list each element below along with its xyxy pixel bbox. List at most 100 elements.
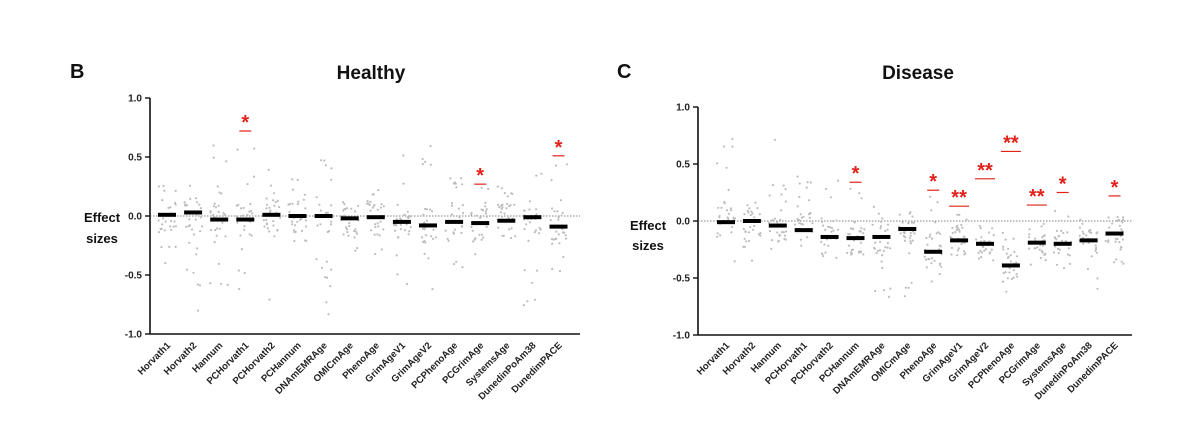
data-point bbox=[277, 205, 281, 209]
data-point bbox=[497, 203, 500, 206]
data-point bbox=[776, 231, 779, 234]
data-point bbox=[377, 225, 380, 228]
data-point bbox=[268, 206, 271, 209]
panel-letter: C bbox=[617, 61, 631, 83]
significance-label-pchorvath1: * bbox=[241, 112, 249, 134]
data-point bbox=[1121, 221, 1124, 224]
data-point bbox=[346, 207, 349, 210]
data-point bbox=[276, 199, 279, 202]
data-point bbox=[1090, 255, 1093, 258]
data-point bbox=[927, 257, 930, 261]
data-point bbox=[218, 227, 221, 230]
data-point bbox=[330, 223, 333, 226]
chart-title: Disease bbox=[882, 63, 954, 84]
data-point bbox=[537, 232, 541, 235]
data-point bbox=[799, 238, 803, 241]
data-point bbox=[754, 201, 757, 204]
median-bar-hannum bbox=[768, 223, 787, 228]
data-point bbox=[859, 250, 863, 254]
data-point bbox=[509, 204, 512, 207]
data-point bbox=[828, 226, 832, 229]
median-bar-systemsage bbox=[1053, 241, 1072, 246]
data-point bbox=[242, 206, 245, 210]
data-point bbox=[249, 209, 253, 213]
data-point bbox=[889, 287, 892, 290]
data-point bbox=[195, 197, 198, 200]
data-point bbox=[725, 166, 728, 169]
data-point bbox=[184, 203, 187, 206]
data-point bbox=[189, 197, 192, 200]
data-point bbox=[192, 233, 196, 236]
data-point bbox=[904, 286, 908, 289]
data-point bbox=[538, 226, 541, 230]
data-point bbox=[262, 219, 265, 222]
data-point bbox=[958, 228, 961, 231]
data-point bbox=[421, 163, 424, 166]
data-point bbox=[747, 231, 751, 234]
data-point bbox=[858, 192, 861, 195]
data-point bbox=[460, 177, 463, 180]
data-point bbox=[938, 232, 942, 235]
data-point bbox=[395, 254, 398, 257]
data-point bbox=[778, 233, 781, 236]
median-bar-phenoage bbox=[366, 215, 385, 220]
data-point bbox=[863, 228, 866, 231]
data-point bbox=[880, 220, 883, 223]
data-point bbox=[1058, 248, 1061, 251]
data-point bbox=[343, 202, 346, 206]
significance-label-systemsage: * bbox=[1059, 174, 1067, 196]
data-point bbox=[273, 204, 276, 207]
data-point bbox=[522, 304, 525, 307]
data-point bbox=[718, 214, 721, 217]
data-point bbox=[874, 289, 877, 292]
data-point bbox=[218, 191, 221, 194]
data-point bbox=[823, 243, 826, 246]
data-point bbox=[216, 185, 219, 188]
y-tick-label: 0.5 bbox=[676, 160, 690, 171]
data-point bbox=[212, 205, 215, 208]
data-point bbox=[727, 212, 731, 215]
data-point bbox=[1108, 226, 1111, 229]
data-point bbox=[965, 218, 968, 221]
data-point bbox=[455, 260, 458, 263]
data-point bbox=[291, 178, 294, 181]
data-point bbox=[901, 221, 904, 224]
data-point bbox=[991, 227, 994, 230]
data-point bbox=[723, 145, 726, 148]
data-point bbox=[382, 228, 385, 231]
data-point bbox=[729, 207, 733, 210]
data-point bbox=[750, 259, 754, 262]
data-point bbox=[429, 163, 432, 166]
data-point bbox=[961, 226, 964, 229]
data-point bbox=[241, 214, 244, 217]
data-point bbox=[924, 258, 928, 261]
data-point bbox=[746, 209, 749, 212]
data-point bbox=[980, 236, 983, 239]
y-tick-label: 0.0 bbox=[128, 212, 142, 223]
data-point bbox=[432, 228, 435, 231]
data-point bbox=[1054, 237, 1057, 240]
data-point bbox=[376, 222, 379, 225]
data-point bbox=[163, 229, 166, 232]
data-point bbox=[268, 230, 271, 233]
data-point bbox=[164, 220, 167, 223]
data-point bbox=[1042, 222, 1045, 225]
data-point bbox=[550, 179, 553, 182]
data-point bbox=[930, 262, 933, 265]
data-point bbox=[164, 262, 167, 265]
data-point bbox=[883, 289, 886, 292]
data-point bbox=[535, 208, 538, 211]
data-point bbox=[1004, 238, 1007, 241]
data-point bbox=[510, 192, 513, 195]
data-point bbox=[535, 174, 538, 177]
data-point bbox=[1086, 267, 1089, 271]
significance-label-grimagev1: ** bbox=[951, 187, 967, 209]
data-point bbox=[356, 247, 359, 250]
data-point bbox=[557, 216, 560, 219]
data-point bbox=[500, 215, 504, 218]
data-point bbox=[423, 228, 426, 231]
significance-label-grimagev2: ** bbox=[977, 160, 993, 182]
data-point bbox=[936, 201, 939, 204]
median-bar-pchorvath1 bbox=[794, 228, 813, 233]
data-point bbox=[749, 214, 752, 217]
